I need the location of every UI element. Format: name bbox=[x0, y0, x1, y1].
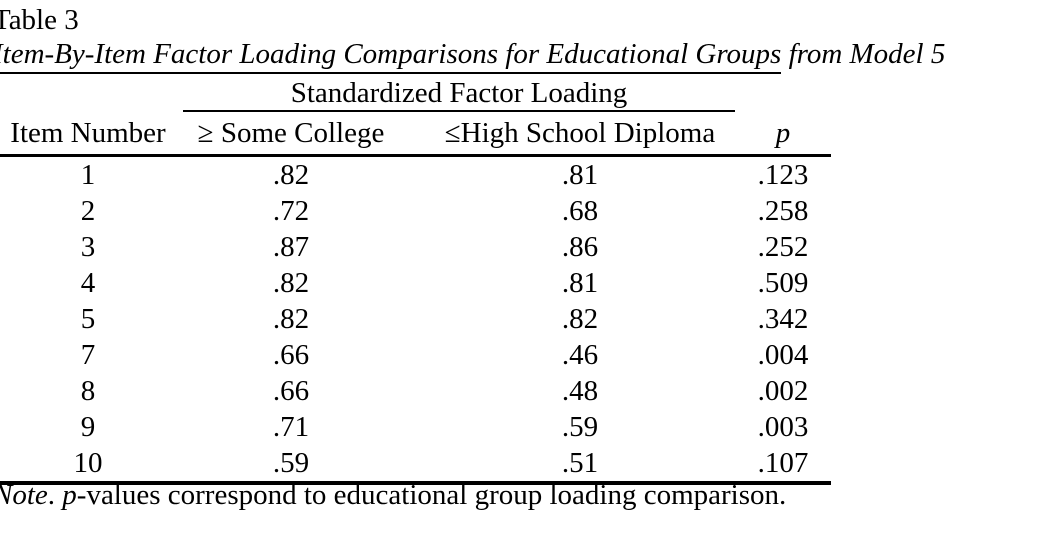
some-college-cell: .82 bbox=[272, 302, 310, 335]
table-label: Table 3 bbox=[0, 4, 79, 36]
hs-diploma-cell: .59 bbox=[561, 410, 599, 443]
spanner-spacer-right bbox=[735, 74, 831, 111]
table-row: 8 .66 .48 .002 bbox=[0, 373, 831, 409]
column-header-p-value: p bbox=[735, 111, 831, 157]
note-p-symbol: p bbox=[62, 479, 77, 511]
table-row: 3 .87 .86 .252 bbox=[0, 229, 831, 265]
item-number-cell: 7 bbox=[80, 338, 96, 371]
table-row: 4 .82 .81 .509 bbox=[0, 265, 831, 301]
column-header-hs-diploma: ≤High School Diploma bbox=[399, 111, 735, 157]
some-college-cell: .82 bbox=[272, 158, 310, 191]
table-row: 5 .82 .82 .342 bbox=[0, 301, 831, 337]
item-number-cell: 9 bbox=[80, 410, 96, 443]
p-value-cell: .003 bbox=[757, 410, 809, 443]
table-heading: Table 3 Item-By-Item Factor Loading Comp… bbox=[0, 3, 946, 74]
column-spanner: Standardized Factor Loading bbox=[183, 74, 735, 112]
table-body: 1 .82 .81 .123 2 .72 .68 .258 3 .87 .86 … bbox=[0, 156, 831, 485]
item-number-cell: 2 bbox=[80, 194, 96, 227]
hs-diploma-cell: .81 bbox=[561, 266, 599, 299]
p-value-cell: .123 bbox=[757, 158, 809, 191]
some-college-cell: .66 bbox=[272, 338, 310, 371]
table-row: 2 .72 .68 .258 bbox=[0, 193, 831, 229]
some-college-cell: .82 bbox=[272, 266, 310, 299]
hs-diploma-cell: .81 bbox=[561, 158, 599, 191]
p-value-cell: .258 bbox=[757, 194, 809, 227]
item-number-cell: 10 bbox=[0, 445, 183, 485]
p-value-cell: .252 bbox=[757, 230, 809, 263]
column-header-row: Item Number ≥ Some College ≤High School … bbox=[0, 111, 831, 157]
item-number-cell: 1 bbox=[80, 158, 96, 191]
table-note: Note. p-values correspond to educational… bbox=[0, 478, 786, 512]
some-college-cell: .71 bbox=[272, 410, 310, 443]
table-row: 7 .66 .46 .004 bbox=[0, 337, 831, 373]
spanner-row: Standardized Factor Loading bbox=[0, 74, 831, 112]
hs-diploma-cell: .68 bbox=[561, 194, 599, 227]
p-value-cell: .002 bbox=[757, 374, 809, 407]
p-value-cell: .342 bbox=[757, 302, 809, 335]
hs-diploma-cell: .51 bbox=[399, 445, 735, 485]
table-row: 1 .82 .81 .123 bbox=[0, 156, 831, 194]
hs-diploma-cell: .86 bbox=[561, 230, 599, 263]
table-title-rest: from Model 5 bbox=[781, 38, 946, 70]
item-number-cell: 8 bbox=[80, 374, 96, 407]
table-row: 10 .59 .51 .107 bbox=[0, 445, 831, 485]
spanner-spacer-left bbox=[0, 74, 183, 111]
hs-diploma-cell: .82 bbox=[561, 302, 599, 335]
table-title-underlined: Item-By-Item Factor Loading Comparisons … bbox=[0, 38, 782, 74]
item-number-cell: 5 bbox=[80, 302, 96, 335]
note-text: -values correspond to educational group … bbox=[76, 479, 787, 511]
p-value-cell: .004 bbox=[757, 338, 809, 371]
some-college-cell: .59 bbox=[183, 445, 399, 485]
column-header-item-number: Item Number bbox=[0, 111, 183, 157]
hs-diploma-cell: .46 bbox=[561, 338, 599, 371]
column-header-some-college: ≥ Some College bbox=[183, 111, 399, 157]
note-label: Note bbox=[0, 479, 48, 511]
some-college-cell: .66 bbox=[272, 374, 310, 407]
some-college-cell: .87 bbox=[272, 230, 310, 263]
factor-loading-table: Standardized Factor Loading Item Number … bbox=[0, 74, 831, 485]
item-number-cell: 4 bbox=[80, 266, 96, 299]
item-number-cell: 3 bbox=[80, 230, 96, 263]
table-row: 9 .71 .59 .003 bbox=[0, 409, 831, 445]
note-separator: . bbox=[47, 479, 63, 511]
table-title: Item-By-Item Factor Loading Comparisons … bbox=[0, 37, 946, 74]
some-college-cell: .72 bbox=[272, 194, 310, 227]
p-value-cell: .509 bbox=[757, 266, 809, 299]
p-value-cell: .107 bbox=[735, 445, 831, 485]
hs-diploma-cell: .48 bbox=[561, 374, 599, 407]
